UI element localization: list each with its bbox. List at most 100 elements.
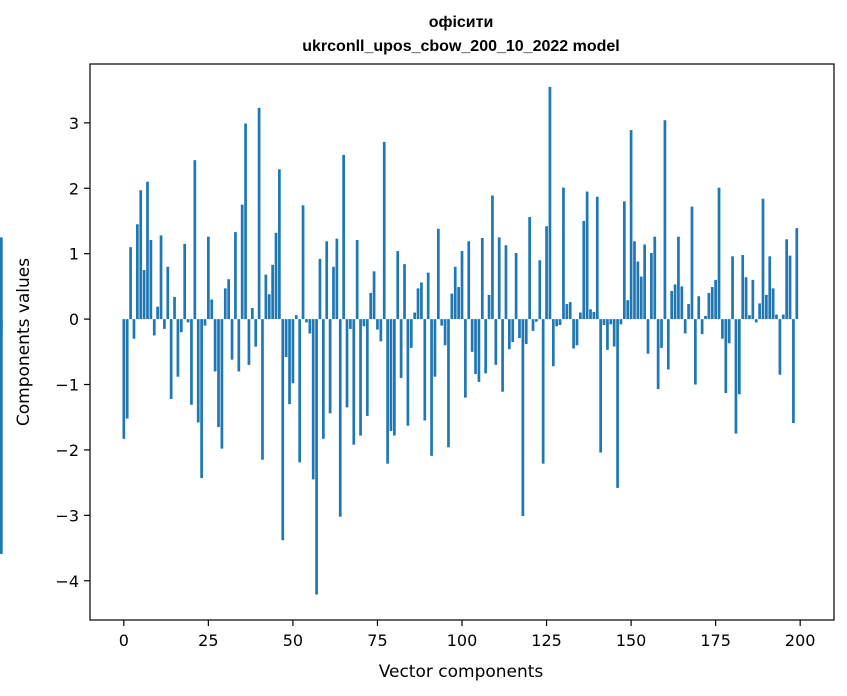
- bar-108: [487, 294, 491, 320]
- y-tick-label: 2: [69, 179, 79, 198]
- x-tick-label: 25: [198, 631, 218, 650]
- bar-71: [362, 319, 366, 327]
- bar-141: [599, 319, 603, 453]
- bar-195: [781, 314, 785, 320]
- bar-64: [338, 319, 342, 517]
- bar-117: [518, 319, 521, 339]
- bar-150: [629, 130, 633, 320]
- bar-163: [673, 284, 677, 320]
- x-axis-ticks: 0 25 50 75 100 125 150 175 200: [119, 620, 815, 650]
- bar-190: [765, 294, 768, 320]
- bar-1: [125, 319, 129, 419]
- bar-146: [616, 319, 619, 488]
- bar-191: [768, 256, 772, 320]
- bar-93: [436, 228, 440, 320]
- bar-126: [548, 86, 552, 320]
- bar-35: [240, 204, 244, 320]
- bar-198: [792, 319, 795, 424]
- bar-143: [606, 319, 609, 350]
- bar-114: [507, 319, 511, 350]
- bar-178: [724, 319, 728, 394]
- bar-173: [707, 292, 711, 320]
- bar-12: [163, 319, 166, 329]
- bar-105: [477, 319, 481, 382]
- bar-50: [291, 319, 295, 384]
- bar-series: [0, 86, 799, 595]
- bar-87: [416, 288, 420, 320]
- bar-144: [609, 319, 613, 325]
- bar-40: [257, 107, 261, 320]
- bar-73: [369, 292, 373, 320]
- bar-45: [274, 232, 278, 320]
- bar-48: [284, 319, 288, 358]
- bar-181: [734, 319, 738, 434]
- bar-151: [633, 241, 636, 320]
- bar-104: [474, 319, 477, 375]
- y-tick-label: −2: [55, 441, 79, 460]
- bar-132: [568, 302, 572, 320]
- plot-frame: [89, 63, 835, 621]
- bar-167: [687, 304, 690, 320]
- bar-23: [200, 319, 203, 479]
- bar-81: [396, 251, 400, 320]
- bar-149: [626, 300, 630, 320]
- y-tick-label: 3: [69, 114, 79, 133]
- bar-188: [758, 303, 761, 320]
- bar-164: [677, 236, 680, 320]
- bar-192: [771, 288, 775, 320]
- x-tick-label: 75: [367, 631, 387, 650]
- bar-185: [748, 315, 751, 320]
- bar-37: [247, 319, 251, 365]
- bar-182: [737, 319, 741, 395]
- bar-125: [545, 226, 548, 320]
- y-axis-label: Components values: [14, 258, 34, 426]
- x-tick-label: 150: [616, 631, 647, 650]
- bar-63: [335, 238, 339, 320]
- bar-33: [234, 232, 237, 320]
- bar-17: [179, 319, 183, 333]
- bar-27: [213, 319, 217, 372]
- bar-57: [315, 319, 318, 595]
- y-tick-label: −3: [55, 506, 79, 525]
- bar-34: [237, 319, 241, 372]
- bar-69: [355, 239, 359, 320]
- bar-25: [207, 236, 210, 320]
- bar-42: [264, 274, 268, 320]
- bar-166: [683, 319, 687, 334]
- bar-130: [562, 187, 565, 320]
- bar-2: [129, 247, 132, 320]
- bar-169: [693, 319, 697, 385]
- bar-157: [653, 236, 657, 320]
- bar-135: [579, 312, 582, 320]
- bar-109: [491, 195, 494, 320]
- bar-58: [318, 258, 322, 320]
- chart-subtitle: ukrconll_upos_cbow_200_10_2022 model: [302, 38, 619, 55]
- bar-170: [697, 296, 701, 320]
- bar-14: [169, 319, 173, 399]
- bar-52: [298, 319, 302, 463]
- bar-10: [156, 306, 159, 320]
- bar-94: [440, 319, 444, 326]
- bar-18: [183, 243, 187, 320]
- bar-77: [382, 141, 386, 320]
- bar-197: [788, 255, 792, 320]
- bar-153: [639, 276, 643, 320]
- bar-174: [710, 287, 714, 320]
- bar-159: [660, 319, 663, 348]
- bar-4: [135, 224, 139, 320]
- bar-60: [325, 241, 329, 320]
- bar-61: [328, 319, 332, 414]
- bar-145: [612, 319, 616, 347]
- bar-199: [795, 228, 799, 320]
- bar-177: [721, 319, 724, 339]
- bar-116: [514, 253, 518, 320]
- bar-101: [464, 319, 467, 398]
- y-tick-label: 0: [69, 310, 79, 329]
- bar-148: [622, 201, 626, 320]
- bar-85: [409, 319, 413, 348]
- bar-83: [403, 264, 406, 320]
- bar-undefined: [0, 237, 3, 320]
- bar-98: [453, 266, 457, 320]
- bar-16: [176, 319, 180, 377]
